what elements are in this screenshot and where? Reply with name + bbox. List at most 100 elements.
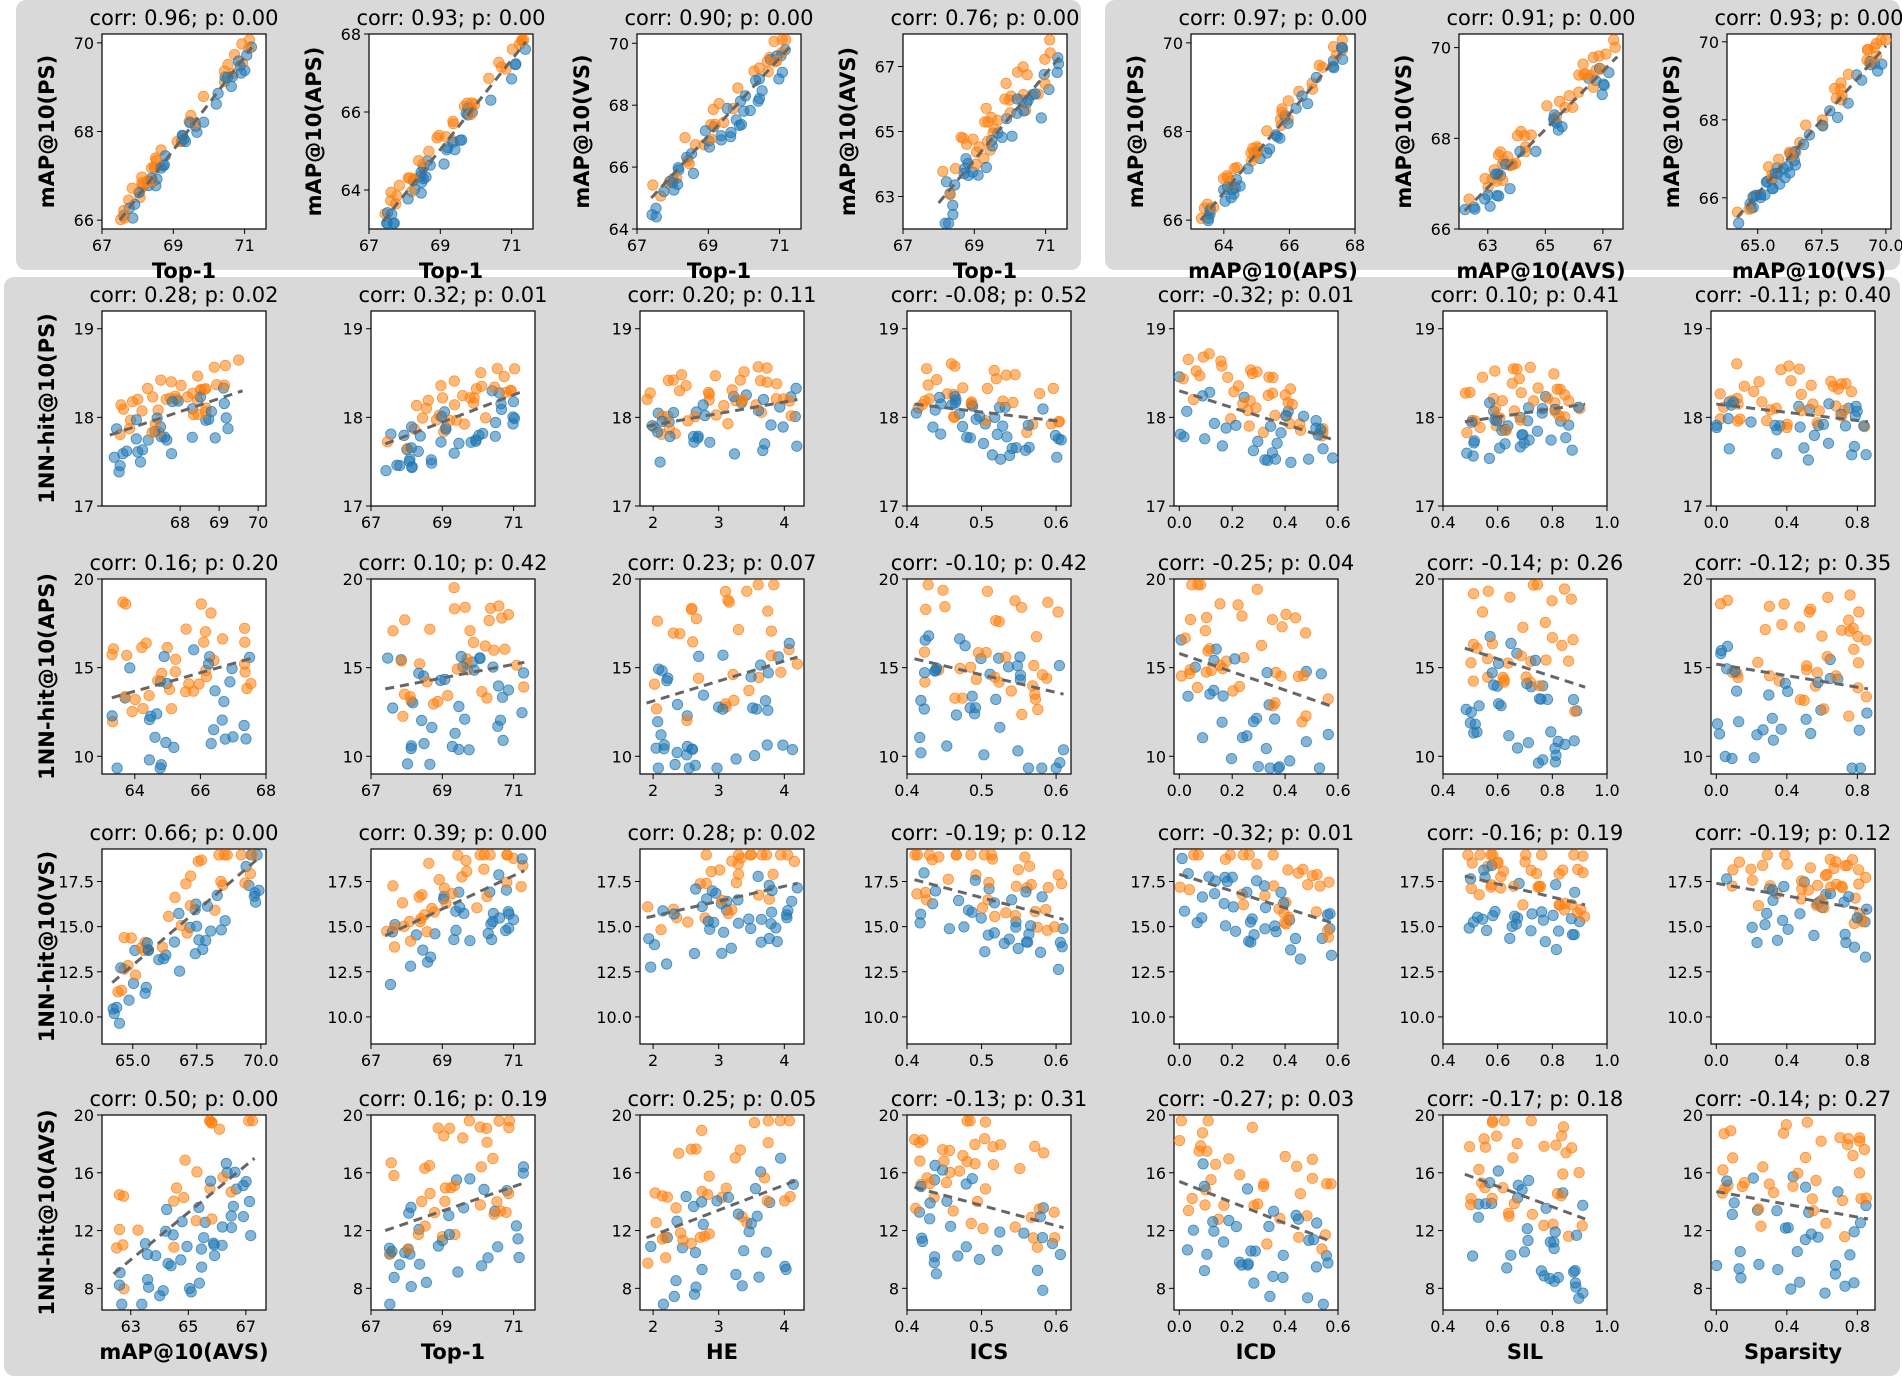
y-tick-label: 20 — [74, 570, 94, 589]
data-point-blue — [671, 698, 684, 711]
data-point-orange — [1555, 1190, 1567, 1202]
data-point-blue — [1832, 1186, 1844, 1198]
data-point-orange — [732, 623, 745, 636]
data-point-orange — [980, 102, 992, 114]
data-point-orange — [1853, 606, 1865, 618]
data-point-orange — [1029, 1140, 1041, 1153]
data-point-orange — [1052, 606, 1064, 618]
data-point-orange — [1029, 693, 1042, 705]
data-point-orange — [662, 374, 675, 386]
data-point-orange — [1801, 664, 1813, 676]
data-point-blue — [196, 1261, 208, 1273]
data-point-orange — [432, 695, 444, 708]
data-point-blue — [943, 923, 956, 935]
y-tick-label: 17.5 — [327, 873, 363, 892]
data-point-orange — [756, 849, 768, 861]
data-point-blue — [750, 703, 763, 715]
data-point-blue — [1057, 744, 1070, 756]
data-point-blue — [404, 960, 417, 972]
data-point-blue — [1484, 200, 1496, 212]
data-point-blue — [1860, 449, 1872, 461]
data-point-orange — [146, 426, 158, 439]
data-point-orange — [1236, 610, 1248, 622]
data-point-blue — [725, 942, 737, 954]
data-point-orange — [132, 1224, 144, 1236]
x-tick-label: 70.0 — [243, 1051, 279, 1070]
data-point-blue — [1265, 420, 1277, 432]
data-point-orange — [1194, 370, 1206, 382]
data-point-blue — [697, 399, 709, 411]
x-tick-label: 0.4 — [1430, 781, 1455, 800]
x-axis-label: Top-1 — [953, 259, 1017, 283]
data-point-orange — [1498, 1115, 1510, 1127]
data-point-blue — [158, 953, 170, 965]
subplot-title: corr: 0.10; p: 0.41 — [1430, 283, 1619, 307]
data-point-orange — [419, 1220, 431, 1232]
data-point-blue — [1261, 666, 1273, 679]
data-point-blue — [193, 1277, 205, 1289]
data-point-orange — [1539, 616, 1551, 629]
data-point-orange — [685, 603, 698, 616]
subplot-title: corr: -0.13; p: 0.31 — [891, 1087, 1088, 1111]
data-point-orange — [919, 676, 931, 688]
data-point-orange — [106, 648, 118, 661]
data-point-blue — [1229, 182, 1241, 194]
data-point-blue — [1746, 921, 1758, 934]
data-point-blue — [1731, 685, 1743, 697]
data-point-orange — [1465, 882, 1477, 895]
data-point-orange — [696, 1124, 708, 1137]
data-point-orange — [1471, 642, 1483, 654]
data-point-orange — [1261, 125, 1273, 137]
data-point-blue — [1767, 894, 1779, 907]
data-point-orange — [1734, 413, 1746, 425]
data-point-blue — [935, 428, 947, 440]
data-point-orange — [655, 924, 667, 936]
data-point-orange — [481, 692, 493, 704]
data-point-blue — [1037, 1284, 1049, 1296]
data-point-blue — [1492, 1165, 1504, 1177]
x-tick-label: 69 — [430, 236, 450, 255]
data-point-blue — [166, 448, 178, 460]
data-point-blue — [1481, 924, 1493, 937]
data-point-orange — [1243, 849, 1255, 861]
subplot-title: corr: 0.25; p: 0.05 — [627, 1087, 816, 1111]
data-point-orange — [1195, 1140, 1207, 1152]
y-tick-label: 68 — [609, 96, 629, 115]
data-point-blue — [1525, 925, 1537, 937]
data-point-orange — [918, 646, 931, 658]
y-tick-label: 15.0 — [1130, 918, 1166, 937]
data-point-orange — [246, 849, 258, 861]
x-tick-label: 0.4 — [1272, 1317, 1297, 1336]
data-point-orange — [700, 877, 712, 890]
data-point-blue — [1036, 1232, 1049, 1244]
data-point-blue — [113, 1017, 126, 1029]
data-point-blue — [1721, 1175, 1733, 1187]
data-point-orange — [926, 854, 938, 866]
data-point-blue — [116, 1298, 128, 1310]
data-point-blue — [1521, 1223, 1533, 1235]
x-tick-label: 0.0 — [1704, 1317, 1729, 1336]
data-point-blue — [216, 714, 228, 726]
data-point-blue — [1782, 160, 1794, 172]
data-point-blue — [1545, 434, 1557, 446]
data-point-orange — [936, 1144, 949, 1156]
data-point-blue — [660, 958, 673, 970]
data-point-blue — [208, 724, 220, 736]
y-tick-label: 10 — [343, 747, 363, 766]
data-point-orange — [1816, 630, 1828, 642]
y-tick-label: 20 — [879, 1106, 899, 1125]
data-point-orange — [1832, 383, 1844, 395]
y-tick-label: 66 — [74, 211, 94, 230]
data-point-orange — [457, 1132, 469, 1144]
data-point-orange — [1474, 849, 1486, 861]
data-point-blue — [668, 1290, 680, 1303]
data-point-blue — [1259, 923, 1271, 935]
data-point-orange — [1843, 710, 1855, 722]
x-tick-label: 1.0 — [1594, 513, 1619, 532]
data-point-orange — [785, 410, 797, 422]
data-point-orange — [1243, 420, 1255, 432]
data-point-blue — [134, 456, 147, 468]
data-point-orange — [205, 607, 217, 619]
y-tick-label: 64 — [341, 181, 361, 200]
